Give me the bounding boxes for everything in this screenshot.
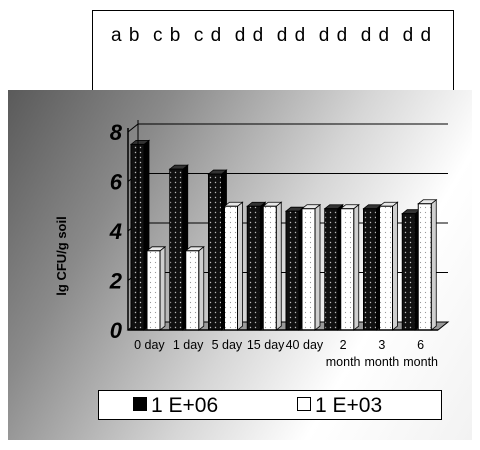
y-tick-label: 6: [110, 170, 123, 195]
y-tick-label: 8: [110, 120, 123, 145]
bar: [169, 168, 184, 331]
bar: [340, 208, 355, 331]
x-tick-label: 2 month: [326, 338, 361, 369]
bar: [301, 208, 316, 331]
x-tick-label: 3 month: [365, 338, 400, 369]
bar-chart: 0 2 4 6 8 0 day 1 day 5 day 15 day 40 day 2 month3…: [54, 120, 450, 369]
bar-side: [159, 245, 166, 331]
bar: [185, 250, 200, 331]
x-tick-label: 0 day: [134, 338, 165, 352]
x-tick-label: 5 day: [212, 338, 243, 352]
bar-side: [237, 201, 243, 331]
chart-area: 0 2 4 6 8 0 day 1 day 5 day 15 day 40 day 2 month 3…: [8, 90, 472, 440]
legend-label-series1: 1 E+06: [151, 394, 219, 417]
legend-label-series2: 1 E+03: [315, 394, 383, 417]
bar: [262, 205, 277, 331]
bar: [246, 205, 261, 331]
bar: [208, 173, 222, 331]
bar: [324, 208, 339, 331]
y-tick-label: 0: [110, 318, 123, 343]
legend: 1 E+06 1 E+03: [98, 390, 442, 420]
bar: [379, 205, 393, 331]
y-axis-label: lg CFU/g soil: [54, 216, 69, 295]
significance-letters: a b c b c d d d d d d d d d d d: [111, 25, 433, 46]
bar: [224, 205, 238, 331]
bar-side: [430, 198, 437, 331]
legend-item-series1: 1 E+06: [133, 394, 218, 418]
bar-side: [353, 203, 360, 331]
x-tick-label: 1 day: [173, 338, 204, 352]
bar: [363, 208, 377, 331]
bar: [146, 250, 161, 331]
bar-side: [392, 201, 398, 331]
bar-side: [275, 201, 282, 331]
x-tick-label: 6 month: [403, 338, 438, 369]
legend-swatch-dark: [133, 397, 147, 412]
significance-letters-box: a b c b c d d d d d d d d d d d: [92, 10, 454, 93]
x-tick-label: 15 day: [247, 338, 285, 352]
x-tick-label: 40 day: [286, 338, 324, 352]
legend-item-series2: 1 E+03: [297, 394, 382, 418]
y-tick-label: 4: [109, 219, 122, 244]
gridline-depth: [127, 123, 139, 133]
bar: [285, 210, 300, 331]
y-tick-label: 2: [109, 269, 123, 294]
bar: [417, 203, 432, 331]
legend-swatch-light: [297, 397, 311, 412]
bar-side: [198, 245, 205, 331]
bar-side: [314, 203, 321, 331]
bar: [401, 213, 416, 331]
